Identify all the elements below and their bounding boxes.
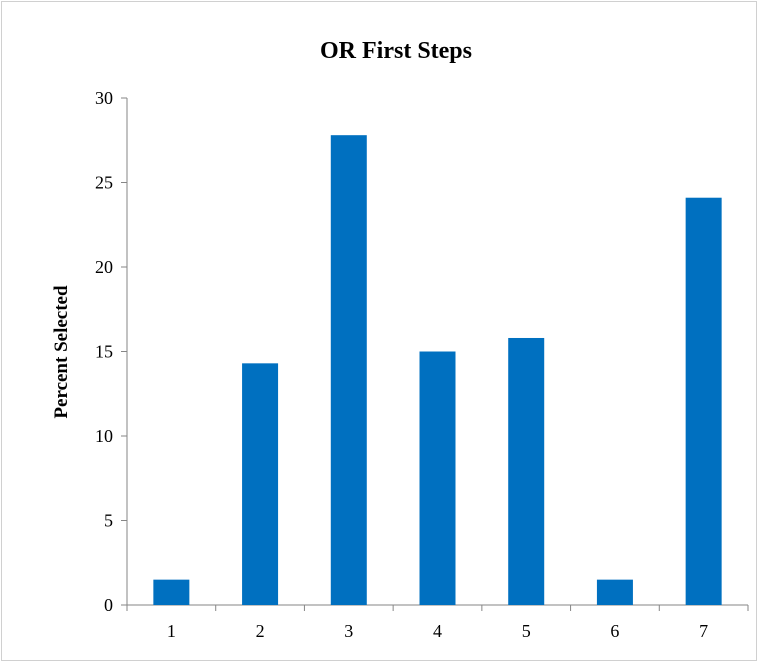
y-tick-label: 25 [95,173,113,193]
bar-2 [242,363,279,605]
x-tick-label: 3 [344,621,353,641]
x-tick-label: 7 [699,621,708,641]
x-tick-label: 1 [167,621,176,641]
y-tick-label: 5 [104,511,113,531]
bar-6 [596,579,633,605]
plot-area: 0 5 10 15 20 25 30 1 2 3 4 5 6 7 [95,88,749,641]
y-axis-label: Percent Selected [51,285,72,419]
x-tick-label: 6 [610,621,619,641]
y-tick-label: 15 [95,342,113,362]
chart-title: OR First Steps [320,38,472,64]
y-tick-label: 30 [95,88,113,108]
x-tick-label: 2 [256,621,265,641]
x-tick-label: 5 [522,621,531,641]
bar-7 [685,197,722,605]
bar-1 [153,579,190,605]
bar-4 [419,351,456,605]
y-tick-label: 20 [95,257,113,277]
bar-5 [508,337,545,605]
bar-3 [330,135,367,605]
y-tick-label: 0 [104,595,113,615]
x-tick-label: 4 [433,621,442,641]
y-tick-label: 10 [95,426,113,446]
